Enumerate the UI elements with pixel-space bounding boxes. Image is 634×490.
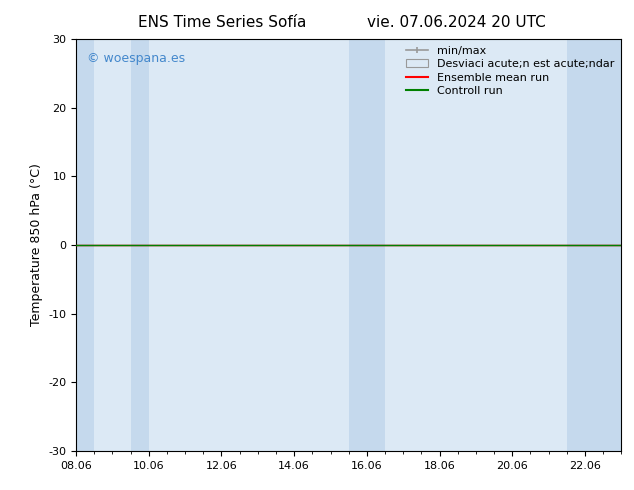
Bar [349,39,385,451]
Bar [131,39,149,451]
Bar [567,39,621,451]
Text: vie. 07.06.2024 20 UTC: vie. 07.06.2024 20 UTC [367,15,546,30]
Bar [76,39,94,451]
Legend: min/max, Desviaci acute;n est acute;ndar, Ensemble mean run, Controll run: min/max, Desviaci acute;n est acute;ndar… [402,42,619,100]
Text: © woespana.es: © woespana.es [87,51,185,65]
Text: ENS Time Series Sofía: ENS Time Series Sofía [138,15,306,30]
Y-axis label: Temperature 850 hPa (°C): Temperature 850 hPa (°C) [30,164,42,326]
